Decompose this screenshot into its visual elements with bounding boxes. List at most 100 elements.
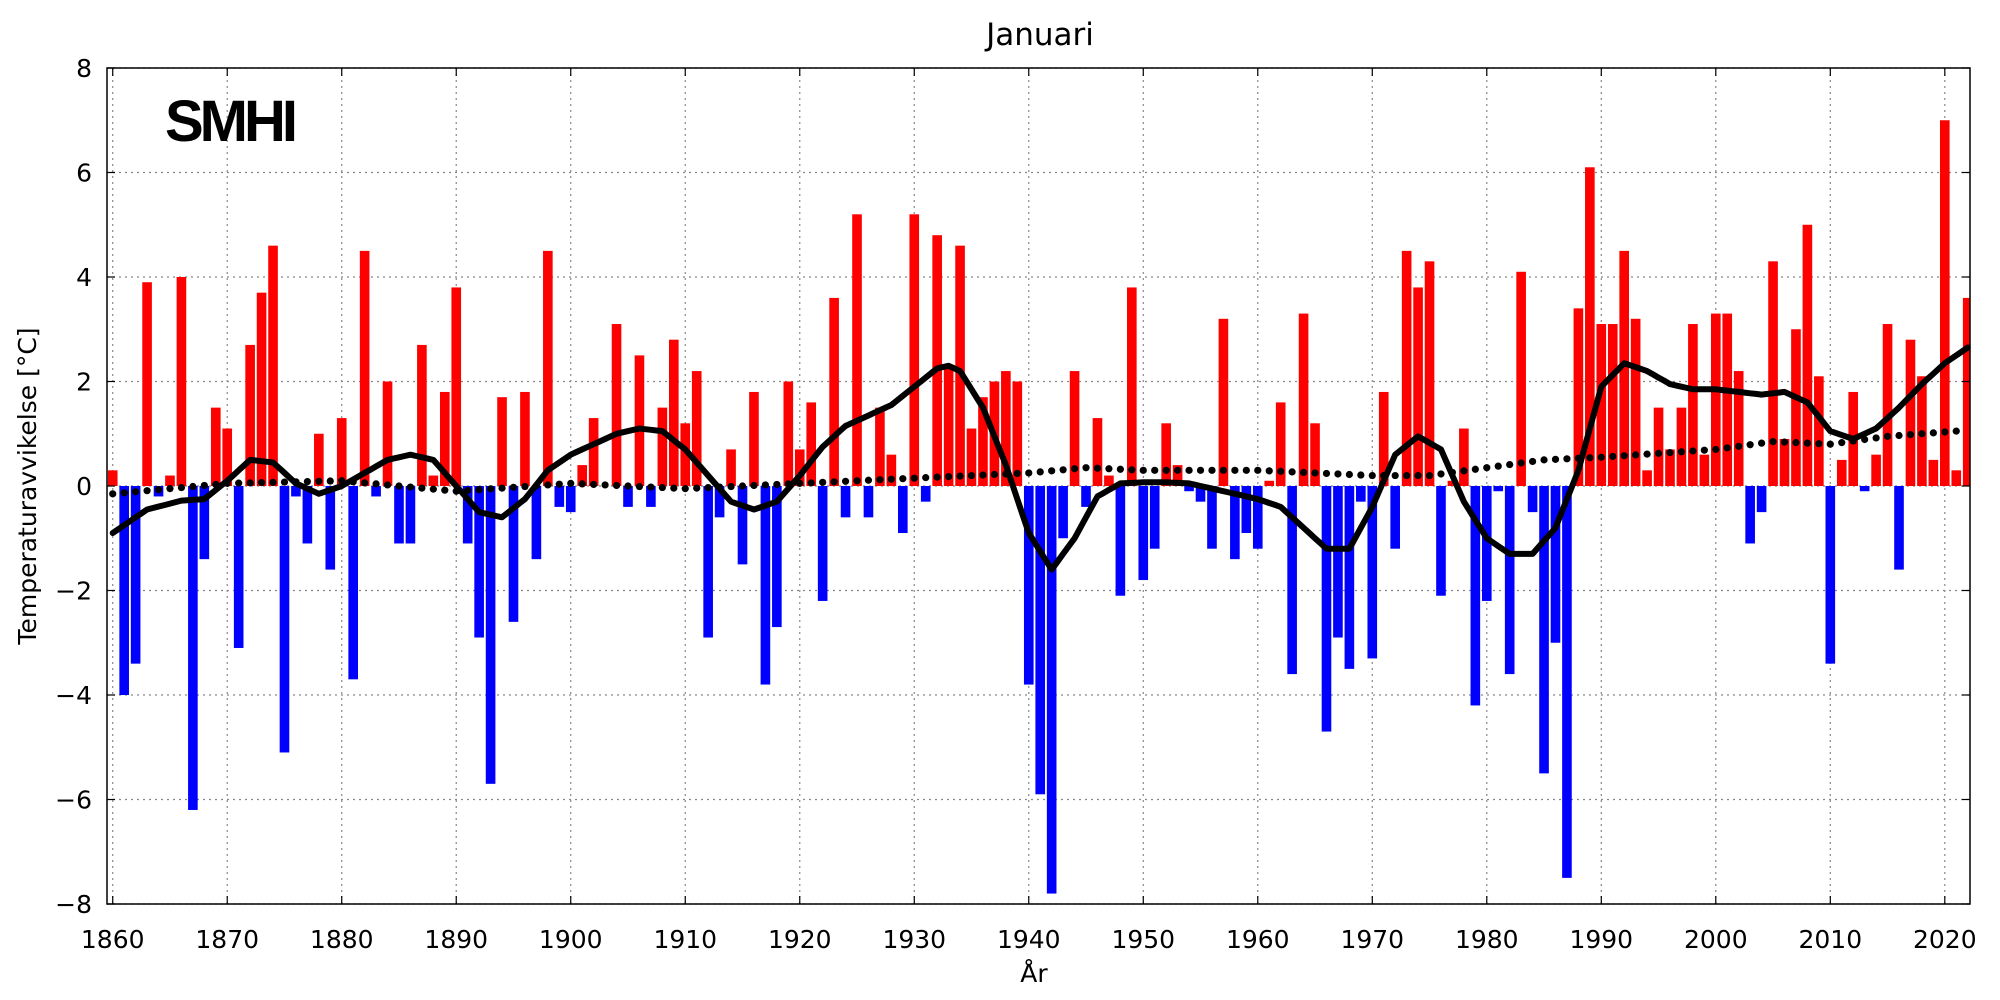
x-tick-label: 1900 — [539, 925, 603, 954]
y-tick-label: 4 — [76, 263, 92, 292]
trend-dot — [1391, 471, 1399, 480]
bar-1961 — [1264, 480, 1275, 486]
bar-1966 — [1321, 486, 1332, 732]
bar-1926 — [863, 486, 874, 518]
x-tick-label: 1930 — [882, 925, 946, 954]
trend-dot — [1460, 467, 1468, 475]
bar-1861 — [119, 486, 129, 695]
trend-dot — [1403, 471, 1411, 480]
bar-1873 — [256, 292, 267, 486]
trend-dot — [1425, 471, 1434, 480]
bar-2011 — [1836, 459, 1847, 486]
bar-1934 — [955, 245, 965, 486]
trend-dot — [315, 477, 323, 485]
trend-dot — [1494, 462, 1502, 470]
trend-dot — [1586, 454, 1594, 462]
x-tick-label: 1970 — [1340, 925, 1404, 954]
bar-1944 — [1069, 371, 1080, 486]
bar-1969 — [1356, 486, 1366, 502]
trend-dot — [612, 481, 621, 490]
trend-dot — [1826, 440, 1834, 448]
trend-dot — [361, 479, 369, 487]
trend-dot — [1139, 466, 1147, 474]
bar-1970 — [1367, 486, 1378, 659]
bar-1982 — [1504, 486, 1515, 675]
trend-dot — [1196, 466, 1205, 474]
bar-1866 — [176, 277, 187, 486]
bar-1884 — [382, 381, 393, 486]
trend-dot — [1414, 471, 1422, 480]
trend-dot — [773, 480, 781, 489]
trend-dot — [1620, 452, 1628, 460]
trend-dot — [956, 472, 964, 480]
bar-1881 — [348, 486, 358, 680]
bar-1991 — [1607, 324, 1618, 486]
bar-2020 — [1939, 120, 1950, 486]
x-tick-label: 1860 — [81, 925, 145, 954]
y-axis-label: Temperaturavvikelse [°C] — [13, 327, 42, 645]
trend-dot — [761, 481, 770, 489]
bar-1907 — [646, 486, 656, 507]
x-tick-label: 1880 — [310, 925, 374, 954]
bar-1875 — [279, 486, 290, 753]
bar-1887 — [417, 344, 427, 486]
trend-dot — [635, 482, 644, 491]
bar-1900 — [565, 486, 576, 513]
trend-dot — [601, 481, 609, 489]
trend-dot — [1906, 431, 1915, 439]
bar-1996 — [1665, 449, 1675, 486]
trend-dot — [1632, 451, 1640, 459]
bar-2013 — [1859, 486, 1870, 492]
trend-dot — [681, 485, 689, 493]
y-tick-label: 2 — [76, 368, 92, 397]
trend-dot — [1883, 432, 1892, 440]
trend-dot — [1483, 464, 1491, 472]
bar-1953 — [1172, 465, 1183, 486]
bar-1931 — [920, 486, 931, 502]
bar-1994 — [1642, 470, 1652, 486]
trend-dot — [246, 479, 254, 487]
bar-1913 — [714, 486, 725, 518]
bar-1950 — [1138, 486, 1149, 581]
trend-dot — [1895, 431, 1903, 440]
trend-dot — [555, 480, 563, 488]
bar-2021 — [1951, 470, 1962, 486]
bar-1867 — [188, 486, 198, 810]
trend-dot — [727, 482, 735, 491]
trend-dot — [670, 484, 678, 492]
bar-1974 — [1413, 287, 1423, 486]
bar-1971 — [1378, 391, 1389, 486]
bar-2006 — [1779, 438, 1790, 486]
bar-1980 — [1481, 486, 1492, 601]
bar-1885 — [394, 486, 404, 544]
bar-2000 — [1710, 313, 1721, 486]
trend-dot — [1952, 427, 1960, 435]
bar-2016 — [1894, 486, 1904, 570]
bar-1983 — [1516, 271, 1526, 486]
bar-1977 — [1447, 480, 1458, 486]
trend-dot — [853, 477, 861, 485]
trend-dot — [876, 476, 884, 484]
bar-1911 — [691, 371, 702, 486]
bar-1967 — [1333, 486, 1343, 638]
bar-1920 — [794, 449, 805, 486]
trend-dot — [1036, 468, 1044, 476]
bar-1992 — [1619, 250, 1630, 486]
x-tick-label: 2000 — [1684, 925, 1748, 954]
bar-1901 — [577, 465, 588, 486]
trend-dot — [200, 481, 208, 490]
bar-1918 — [772, 486, 782, 628]
x-axis-label: År — [1020, 959, 1048, 988]
bar-1863 — [142, 282, 152, 486]
trend-dot — [109, 490, 117, 498]
bar-1905 — [623, 486, 633, 507]
x-tick-label: 1910 — [653, 925, 717, 954]
trend-dot — [1803, 439, 1812, 447]
bar-1935 — [966, 428, 977, 486]
trend-dot — [1689, 447, 1697, 455]
trend-dot — [429, 485, 437, 493]
trend-dot — [1208, 466, 1216, 474]
bar-1988 — [1573, 308, 1584, 486]
trend-dot — [945, 472, 953, 481]
bar-2014 — [1871, 454, 1881, 486]
